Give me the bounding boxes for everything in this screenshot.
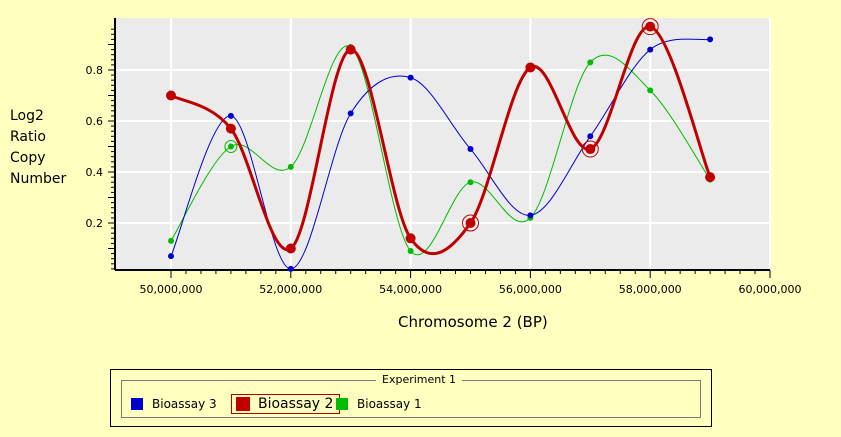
- data-point-bioassay-1: [287, 163, 294, 170]
- plot-area: [115, 18, 770, 270]
- series-lines: [166, 18, 716, 272]
- data-point-bioassay-3: [347, 110, 354, 117]
- data-point-bioassay-2: [405, 233, 416, 244]
- legend-item-bioassay-2[interactable]: Bioassay 2: [231, 394, 341, 414]
- legend-item-bioassay-1[interactable]: Bioassay 1: [336, 395, 422, 413]
- data-point-bioassay-1: [647, 87, 654, 94]
- data-point-bioassay-3: [168, 253, 174, 260]
- data-point-bioassay-3: [647, 46, 654, 53]
- legend-label: Bioassay 3: [152, 397, 217, 411]
- y-axis-label-line: Copy: [10, 150, 46, 166]
- y-axis-label-line: Ratio: [10, 129, 46, 145]
- data-point-bioassay-2: [225, 123, 236, 134]
- x-tick-label: 54,000,000: [379, 283, 442, 296]
- data-point-bioassay-2: [285, 243, 296, 254]
- series-line-bioassay-3: [170, 38, 711, 270]
- data-point-bioassay-2: [645, 21, 656, 32]
- series-line-bioassay-2: [170, 25, 712, 256]
- data-point-bioassay-3: [527, 212, 534, 219]
- data-point-bioassay-2: [345, 44, 356, 55]
- highlight-ring-bioassay-2: [581, 140, 599, 158]
- series-line-bioassay-1: [170, 45, 711, 256]
- y-axis-label-line: Log2: [10, 108, 44, 124]
- legend-swatch: [336, 398, 348, 410]
- data-point-bioassay-3: [707, 36, 714, 43]
- data-point-bioassay-2: [465, 218, 476, 228]
- legend-group: Experiment 1 Bioassay 3 Bioassay 2 Bioas…: [121, 373, 701, 418]
- data-point-bioassay-3: [227, 112, 234, 119]
- x-tick-label: 60,000,000: [739, 283, 802, 296]
- y-axis-label: Log2 Ratio Copy Number: [10, 106, 66, 190]
- highlight-ring-bioassay-2: [641, 18, 659, 36]
- data-point-bioassay-1: [467, 179, 474, 186]
- legend-title: Experiment 1: [376, 373, 463, 386]
- legend-item-bioassay-3[interactable]: Bioassay 3: [131, 395, 217, 413]
- y-tick-label: 0.2: [86, 217, 104, 230]
- legend-swatch: [236, 397, 250, 411]
- axes: [108, 18, 771, 278]
- x-tick-label: 52,000,000: [259, 283, 322, 296]
- y-tick-label: 0.6: [86, 115, 104, 128]
- data-point-bioassay-1: [407, 248, 414, 255]
- data-point-bioassay-1: [168, 237, 174, 244]
- legend-label: Bioassay 2: [258, 396, 334, 412]
- y-tick-label: 0.8: [86, 64, 104, 77]
- x-tick-label: 50,000,000: [140, 283, 203, 296]
- data-point-bioassay-3: [467, 146, 474, 153]
- data-point-bioassay-2: [585, 144, 596, 155]
- legend: Experiment 1 Bioassay 3 Bioassay 2 Bioas…: [110, 369, 712, 427]
- legend-label: Bioassay 1: [357, 397, 422, 411]
- data-point-bioassay-2: [166, 90, 176, 101]
- data-point-bioassay-3: [587, 133, 594, 140]
- highlight-ring-bioassay-1: [224, 140, 238, 153]
- data-point-bioassay-3: [407, 74, 414, 81]
- y-axis-label-line: Number: [10, 171, 67, 187]
- highlight-ring-bioassay-2: [462, 214, 479, 232]
- x-tick-label: 56,000,000: [499, 283, 562, 296]
- data-point-bioassay-3: [287, 265, 294, 272]
- x-tick-label: 58,000,000: [619, 283, 682, 296]
- data-point-bioassay-1: [227, 143, 234, 150]
- y-tick-label: 0.4: [86, 166, 104, 179]
- data-point-bioassay-2: [705, 172, 716, 183]
- data-point-bioassay-1: [587, 59, 594, 66]
- x-tick-labels: 50,000,000 52,000,000 54,000,000 56,000,000…: [140, 283, 802, 296]
- legend-swatch: [131, 398, 143, 410]
- x-axis-label: Chromosome 2 (BP): [398, 313, 548, 331]
- y-tick-labels: 0.2 0.4 0.6 0.8: [86, 64, 104, 230]
- data-point-bioassay-2: [525, 62, 536, 73]
